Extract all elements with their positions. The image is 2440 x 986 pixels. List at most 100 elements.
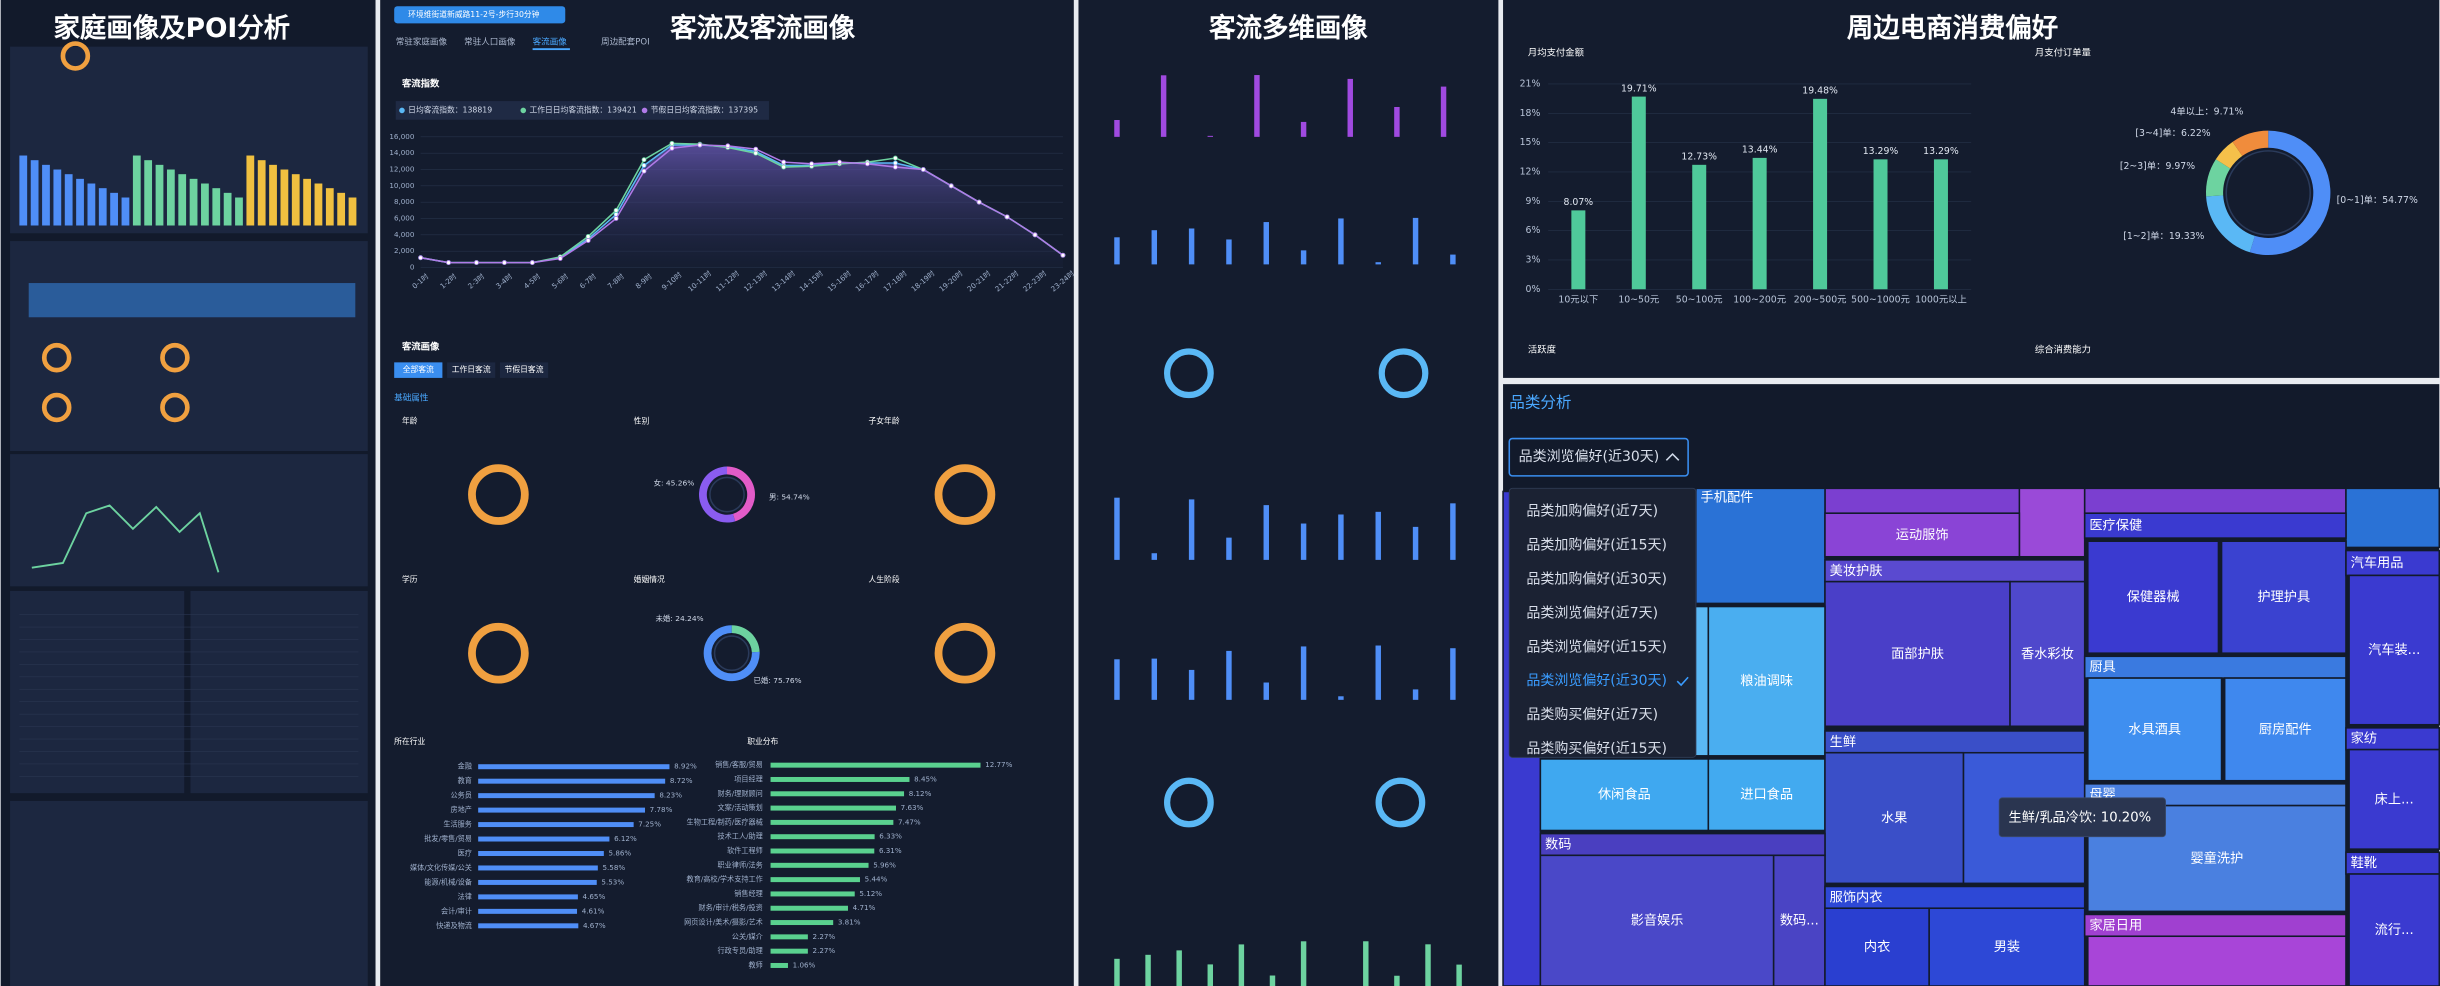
treemap-group[interactable] <box>1824 730 2086 754</box>
treemap-cell[interactable] <box>1707 605 1826 757</box>
tab[interactable]: 周边配套POI <box>601 35 650 47</box>
treemap-label: 厨具 <box>2089 660 2115 675</box>
point <box>613 216 619 221</box>
treemap-group[interactable] <box>1539 832 1826 857</box>
placeholder-row <box>19 614 359 615</box>
placeholder-bar <box>19 155 28 226</box>
subtitle: 年龄 <box>402 415 418 425</box>
placeholder-bar <box>1412 526 1419 560</box>
placeholder-bar <box>1226 239 1232 265</box>
menu-item[interactable]: 品类购买偏好(近15天) <box>1526 741 1667 757</box>
bar <box>770 776 910 782</box>
y-tick-label: 9% <box>1526 196 1541 207</box>
tab-bg[interactable] <box>447 362 496 378</box>
x-tick-label: 50~100元 <box>1676 295 1723 306</box>
point <box>837 159 842 165</box>
treemap-cell[interactable] <box>2348 748 2440 850</box>
placeholder-ring <box>160 342 190 373</box>
placeholder-bar <box>1425 944 1431 986</box>
treemap-cell[interactable] <box>2087 677 2223 782</box>
donut-hole-ring <box>2225 150 2311 236</box>
section-title: 客流画像 <box>401 340 440 352</box>
treemap-cell[interactable] <box>2220 540 2347 654</box>
point <box>1032 232 1038 238</box>
value-label: 13.29% <box>1863 146 1899 157</box>
panel-multi <box>1078 0 1499 986</box>
check <box>1676 676 1689 687</box>
treemap-cell[interactable] <box>2348 873 2440 986</box>
slice <box>727 466 755 522</box>
menu-item[interactable]: 品类加购偏好(近30天) <box>1526 571 1667 587</box>
placeholder-bar <box>1263 222 1269 265</box>
x-tick-label: 1000元以上 <box>1915 295 1967 306</box>
menu-item[interactable]: 品类浏览偏好(近30天) <box>1526 673 1667 689</box>
treemap-cell[interactable] <box>2348 574 2440 726</box>
x-tick-label: 10~50元 <box>1618 295 1659 306</box>
treemap-group[interactable] <box>2083 512 2347 539</box>
treemap-label: 进口食品 <box>1740 786 1793 803</box>
value-label: 5.86% <box>609 848 632 857</box>
dropdown-menu <box>1508 487 1697 758</box>
tab[interactable]: 全部客流 <box>403 364 434 374</box>
placeholder-band <box>28 283 356 318</box>
point <box>892 155 898 161</box>
point <box>1060 252 1066 258</box>
treemap-cell <box>2083 487 2347 514</box>
treemap-cell[interactable] <box>2009 580 2086 728</box>
menu-item[interactable]: 品类加购偏好(近15天) <box>1526 538 1667 554</box>
point <box>641 163 647 168</box>
placeholder-row <box>19 701 359 703</box>
placeholder-bar <box>1263 682 1269 700</box>
subtitle: 所在行业 <box>394 736 425 746</box>
treemap-cell[interactable] <box>1928 907 2086 986</box>
bar <box>770 848 875 854</box>
treemap-cell[interactable] <box>1772 854 1826 986</box>
treemap-label: 生鲜 <box>1830 734 1856 750</box>
bar <box>1873 159 1888 290</box>
treemap-group[interactable] <box>2083 655 2347 679</box>
bar-label: 快递及物流 <box>436 921 472 930</box>
treemap-label: 家居日用 <box>2089 916 2142 933</box>
bar <box>478 822 634 828</box>
slice <box>2215 141 2243 169</box>
menu-item[interactable]: 品类浏览偏好(近15天) <box>1526 639 1667 655</box>
placeholder-bar <box>1300 941 1307 986</box>
treemap-cell[interactable] <box>1824 751 1965 885</box>
treemap-cell[interactable] <box>1539 758 1710 832</box>
tab[interactable]: 工作日客流 <box>452 364 491 374</box>
treemap-cell[interactable] <box>1707 758 1826 832</box>
menu-item[interactable]: 品类购买偏好(近7天) <box>1526 707 1658 723</box>
tab[interactable]: 常驻人口画像 <box>464 35 516 47</box>
legend-label: 节假日日均客流指数：137395 <box>651 104 758 114</box>
y-tick-label: 6% <box>1526 225 1541 236</box>
treemap-label: 内衣 <box>1864 939 1890 955</box>
treemap-cell[interactable] <box>2087 540 2220 654</box>
y-tick-label: 2,000 <box>394 246 415 255</box>
treemap-cell[interactable] <box>1539 854 1775 986</box>
treemap-cell[interactable] <box>1824 512 2021 558</box>
treemap-label: 美妆护肤 <box>1830 563 1883 579</box>
menu-item[interactable]: 品类加购偏好(近7天) <box>1526 504 1658 520</box>
treemap-group[interactable] <box>2083 913 2347 938</box>
bar <box>478 923 579 929</box>
tab-bg[interactable] <box>499 362 549 378</box>
placeholder-card <box>10 800 368 986</box>
tab[interactable]: 节假日客流 <box>505 364 544 374</box>
tab[interactable]: 客流画像 <box>533 35 568 47</box>
placeholder-row <box>19 676 359 678</box>
placeholder-row <box>19 639 359 640</box>
bar-label: 财务/理财顾问 <box>718 789 763 798</box>
placeholder-bar <box>64 174 73 226</box>
menu-item[interactable]: 品类浏览偏好(近7天) <box>1526 605 1658 621</box>
treemap-cell[interactable] <box>2223 677 2347 782</box>
placeholder-bar <box>1151 553 1158 560</box>
treemap-cell[interactable] <box>1824 580 2011 728</box>
slice-label: 未婚: 24.24% <box>655 613 703 623</box>
placeholder-bar <box>132 155 141 226</box>
placeholder-bar <box>223 192 232 226</box>
subtitle: 职业分布 <box>747 736 778 746</box>
tab-bg[interactable] <box>394 362 443 378</box>
tab[interactable]: 常驻家庭画像 <box>396 35 448 47</box>
dropdown[interactable] <box>1508 437 1689 477</box>
